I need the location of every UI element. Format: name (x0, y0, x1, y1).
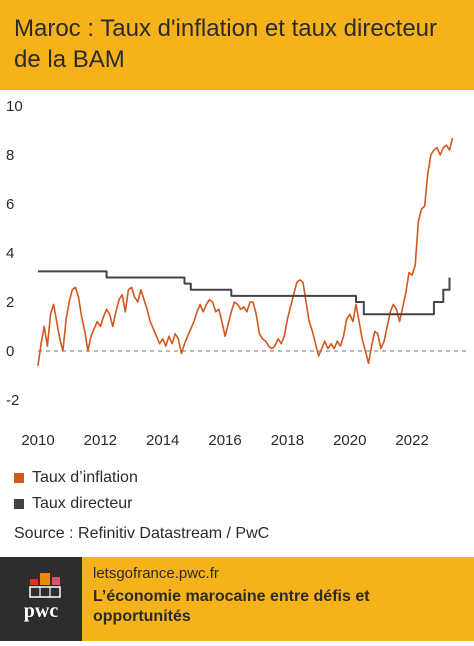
x-tick-label: 2020 (333, 432, 366, 449)
pwc-logo-text: pwc (24, 600, 59, 622)
line-chart: 10 8 6 4 2 0 -2 2010 2012 2014 2016 2018 2020 2022 (6, 98, 468, 449)
y-tick-label: -2 (6, 392, 19, 409)
x-tick-label: 2018 (271, 432, 304, 449)
source-note: Source : Refinitiv Datastream / PwC (14, 525, 270, 542)
header-banner: Maroc : Taux d'inflation et taux directe… (0, 0, 474, 90)
y-tick-label: 10 (6, 98, 23, 115)
x-tick-label: 2012 (84, 432, 117, 449)
legend-label-inflation: Taux d’inflation (32, 469, 138, 486)
footer-url-link[interactable]: letsgofrance.pwc.fr (93, 565, 219, 582)
x-tick-label: 2014 (146, 432, 179, 449)
legend-item-inflation: Taux d’inflation (14, 466, 138, 490)
pwc-logo[interactable]: pwc (0, 557, 82, 641)
x-tick-label: 2010 (21, 432, 54, 449)
legend-swatch-inflation (14, 473, 24, 483)
y-tick-label: 6 (6, 196, 14, 213)
series-line-policy-rate (38, 270, 451, 316)
x-tick-label: 2022 (395, 432, 428, 449)
pwc-logo-icon: pwc (24, 573, 61, 622)
y-tick-label: 0 (6, 343, 14, 360)
y-tick-label: 4 (6, 245, 14, 262)
footer-banner: pwc letsgofrance.pwc.fr L’économie maroc… (0, 557, 474, 641)
legend: Taux d’inflation Taux directeur (14, 466, 138, 518)
series-line-inflation (37, 137, 454, 366)
legend-label-policy-rate: Taux directeur (32, 495, 133, 512)
x-tick-label: 2016 (208, 432, 241, 449)
chart-title: Maroc : Taux d'inflation et taux directe… (14, 15, 438, 73)
legend-item-policy-rate: Taux directeur (14, 492, 138, 516)
footer-article-title[interactable]: L’économie marocaine entre défis et oppo… (93, 588, 370, 625)
y-tick-label: 8 (6, 147, 14, 164)
y-tick-label: 2 (6, 294, 14, 311)
legend-swatch-policy-rate (14, 499, 24, 509)
